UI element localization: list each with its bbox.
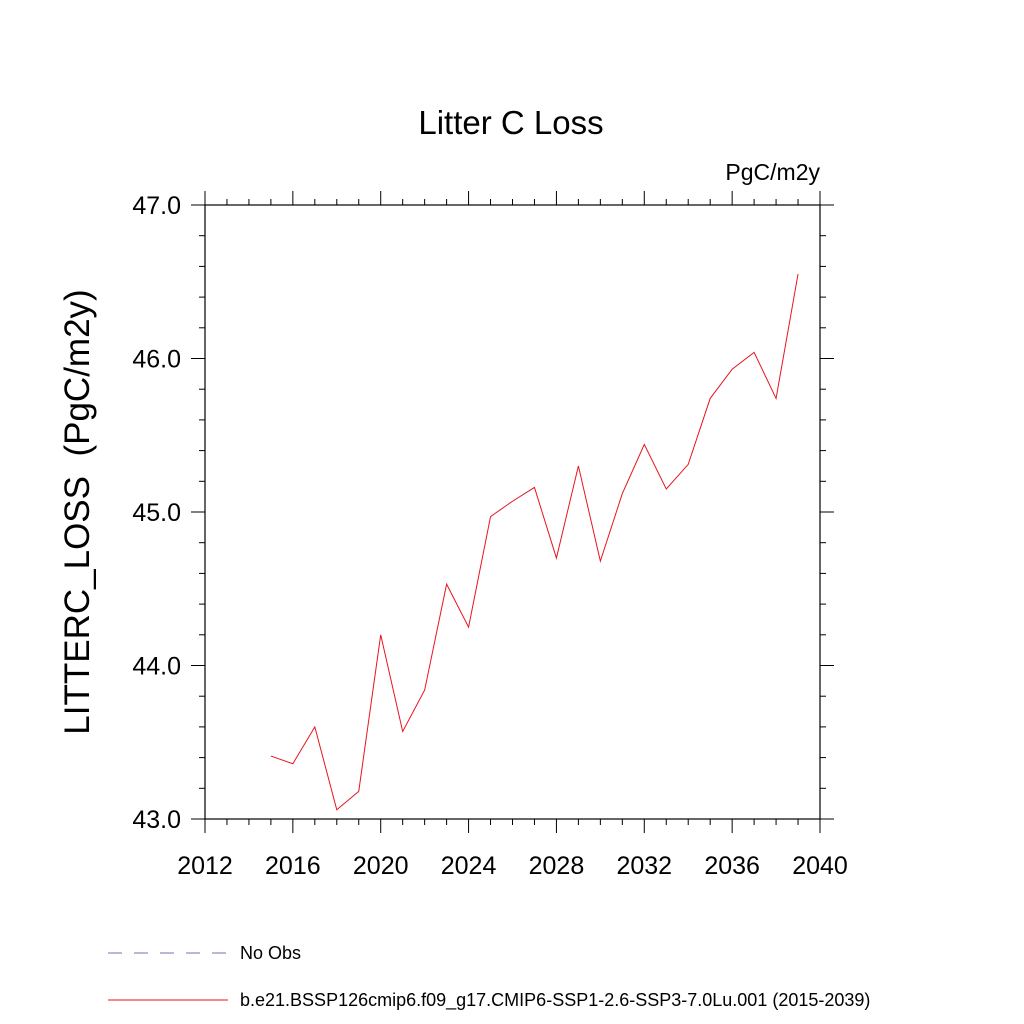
y-tick-label: 44.0 [132,653,181,681]
units-label: PgC/m2y [725,159,820,185]
chart-title: Litter C Loss [418,104,603,141]
x-tick-label: 2016 [265,852,321,880]
plot-frame [204,204,821,820]
y-axis-label: LITTERC_LOSS (PgC/m2y) [58,289,97,734]
y-tick-label: 47.0 [132,192,181,220]
axis-tick-labels: 2012 2016 2020 2024 2028 2032 2036 2040 43.0 44.0… [132,192,847,880]
series-line [270,273,799,811]
x-tick-label: 2020 [353,852,409,880]
y-tick-label: 46.0 [132,346,181,374]
y-tick-label: 43.0 [132,806,181,834]
x-tick-label: 2036 [704,852,760,880]
legend-label-no-obs: No Obs [240,943,301,963]
series-layer [270,273,799,811]
axis-ticks [191,191,834,833]
legend-label-model: b.e21.BSSP126cmip6.f09_g17.CMIP6-SSP1-2.… [240,990,870,1011]
x-tick-label: 2040 [792,852,848,880]
y-tick-label: 45.0 [132,499,181,527]
x-tick-label: 2028 [529,852,585,880]
x-tick-label: 2032 [616,852,672,880]
legend: No Obs b.e21.BSSP126cmip6.f09_g17.CMIP6-… [108,943,870,1011]
x-tick-label: 2024 [441,852,497,880]
x-tick-label: 2012 [177,852,233,880]
